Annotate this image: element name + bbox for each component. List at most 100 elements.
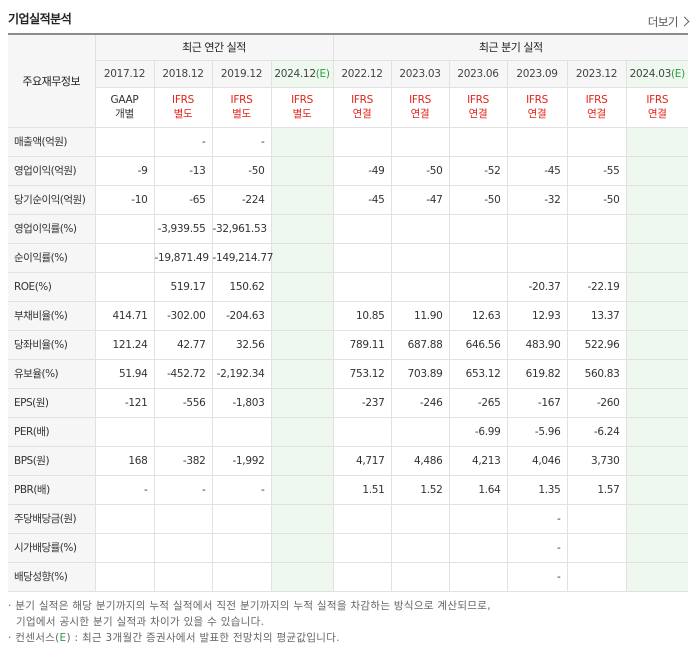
table-cell: -: [507, 532, 568, 563]
table-row: 부채비율(%) 414.71 -302.00 -204.63 10.85 11.90 12.…: [8, 300, 689, 331]
more-link[interactable]: 더보기: [648, 14, 690, 30]
table-cell: [626, 387, 689, 418]
table-cell: [567, 561, 627, 592]
table-cell: 646.56: [449, 329, 508, 360]
table-cell: -9: [95, 155, 155, 186]
table-cell: [212, 503, 272, 534]
table-cell: -556: [154, 387, 213, 418]
table-row: 당기순이익(억원) -10 -65 -224 -45 -47 -50 -32 -50: [8, 184, 689, 215]
period-header: 2023.12: [567, 59, 627, 88]
standard-scope: 연결: [410, 108, 430, 120]
standard-scope: 별도: [173, 108, 193, 120]
table-cell: [391, 126, 450, 157]
table-cell: [95, 213, 155, 244]
period-header: 2022.12: [333, 59, 392, 88]
table-cell: -45: [507, 155, 568, 186]
table-cell: 1.35: [507, 474, 568, 505]
row-label: 당기순이익(억원): [8, 184, 96, 215]
table-cell: -: [507, 503, 568, 534]
table-cell: [567, 503, 627, 534]
table-cell: -237: [333, 387, 392, 418]
table-cell: [154, 561, 213, 592]
footnote-1: · 분기 실적은 해당 분기까지의 누적 실적에서 직전 분기까지의 누적 실적…: [8, 600, 491, 612]
table-cell: [449, 242, 508, 273]
table-cell: -5.96: [507, 416, 568, 447]
accounting-standard: IFRS 별도: [154, 86, 213, 128]
table-cell: [449, 503, 508, 534]
table-cell: [271, 126, 334, 157]
accounting-standard: IFRS 연결: [626, 86, 689, 128]
table-cell: [271, 242, 334, 273]
table-cell: [212, 561, 272, 592]
accounting-standard: IFRS 별도: [212, 86, 272, 128]
table-cell: 150.62: [212, 271, 272, 302]
table-cell: [333, 532, 392, 563]
table-cell: [271, 358, 334, 389]
table-cell: 4,486: [391, 445, 450, 476]
standard-type: IFRS: [351, 94, 373, 106]
table-cell: 12.63: [449, 300, 508, 331]
footnote-1-cont: 기업에서 공시한 분기 실적과 차이가 있을 수 있습니다.: [16, 616, 265, 628]
table-cell: [626, 329, 689, 360]
chevron-right-icon: [679, 16, 690, 27]
table-cell: 522.96: [567, 329, 627, 360]
table-cell: [154, 416, 213, 447]
table-cell: -265: [449, 387, 508, 418]
table-cell: -3,939.55: [154, 213, 213, 244]
standard-scope: 연결: [587, 108, 606, 120]
table-cell: [567, 213, 627, 244]
table-cell: [626, 155, 689, 186]
table-cell: -19,871.49: [154, 242, 213, 273]
table-cell: [271, 329, 334, 360]
table-cell: [626, 474, 689, 505]
accounting-standard: IFRS 별도: [271, 86, 334, 128]
table-cell: [391, 213, 450, 244]
footnote-2-e: E: [59, 632, 67, 644]
table-cell: 51.94: [95, 358, 155, 389]
period-header: 2018.12: [154, 59, 213, 88]
standard-scope: 별도: [232, 108, 251, 120]
table-cell: -49: [333, 155, 392, 186]
standard-type: IFRS: [230, 94, 253, 106]
table-cell: 13.37: [567, 300, 627, 331]
table-cell: [626, 503, 689, 534]
table-body: 매출액(억원) - - 영업이익(억원) -9 -13 -50 -49 -50 -52 -45 -55…: [8, 126, 689, 592]
table-cell: 4,717: [333, 445, 392, 476]
table-cell: [391, 561, 450, 592]
period-header: 2024.03(E): [626, 59, 689, 88]
table-cell: [271, 561, 334, 592]
standard-type: IFRS: [291, 94, 313, 106]
standard-scope: 연결: [647, 108, 667, 120]
table-cell: -149,214.77: [212, 242, 273, 273]
table-row: 시가배당률(%) -: [8, 532, 689, 563]
period-header: 2017.12: [95, 59, 155, 88]
table-cell: [391, 416, 450, 447]
row-label: 유보율(%): [8, 358, 96, 389]
standard-type: IFRS: [585, 94, 608, 106]
table-cell: 1.57: [567, 474, 627, 505]
annual-group-header: 최근 연간 실적: [95, 33, 334, 61]
table-cell: [626, 532, 689, 563]
standard-row: GAAP 개별 IFRS 별도 IFRS 별도 IFRS 별도 IFRS 연결 IFRS 연결 IFRS…: [8, 86, 689, 128]
table-cell: [626, 416, 689, 447]
table-cell: [271, 271, 334, 302]
table-cell: [212, 416, 272, 447]
quarter-group-header: 최근 분기 실적: [333, 33, 689, 61]
table-cell: 12.93: [507, 300, 568, 331]
table-cell: 687.88: [391, 329, 450, 360]
period-header: 2023.09: [507, 59, 568, 88]
row-label: 영업이익률(%): [8, 213, 96, 244]
period-label: 2024.03: [629, 67, 672, 80]
table-cell: -50: [212, 155, 272, 186]
table-cell: -: [507, 561, 568, 592]
table-cell: [212, 532, 272, 563]
table-cell: [333, 503, 392, 534]
accounting-standard: IFRS 연결: [449, 86, 508, 128]
accounting-standard: IFRS 연결: [567, 86, 627, 128]
row-label: 매출액(억원): [8, 126, 96, 157]
table-row: PER(배) -6.99 -5.96 -6.24: [8, 416, 689, 447]
row-label: 시가배당률(%): [8, 532, 96, 563]
table-cell: [271, 445, 334, 476]
table-cell: [626, 213, 689, 244]
table-cell: -32,961.53: [212, 213, 272, 244]
